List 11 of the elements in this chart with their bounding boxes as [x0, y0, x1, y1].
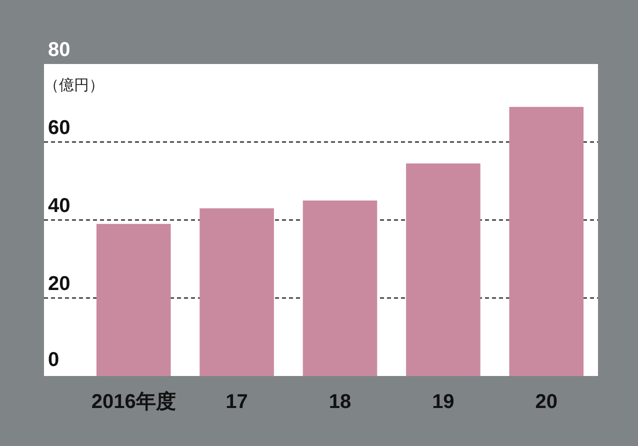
y-tick-label: 80 [48, 39, 70, 61]
y-axis-title: （億円） [44, 77, 104, 94]
y-tick-label: 0 [48, 349, 60, 371]
x-tick-label: 17 [226, 391, 248, 413]
y-tick-label: 60 [48, 117, 70, 139]
y-tick-label: 20 [48, 273, 70, 295]
x-tick-label: 2016年度 [91, 390, 176, 413]
x-tick-label: 20 [535, 391, 558, 413]
x-tick-label: 18 [328, 391, 352, 413]
x-tick-label: 19 [432, 391, 454, 413]
y-tick-label: 40 [48, 195, 70, 217]
